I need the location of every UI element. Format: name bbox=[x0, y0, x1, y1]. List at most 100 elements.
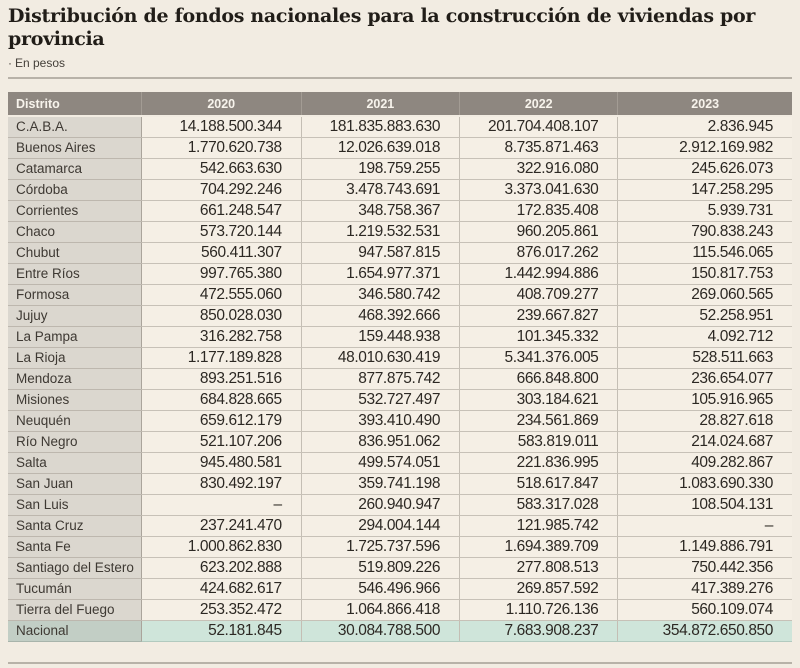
district-cell: San Luis bbox=[8, 494, 142, 516]
value-cell: 408.709.277 bbox=[459, 284, 619, 306]
value-cell: 1.083.690.330 bbox=[617, 473, 792, 495]
district-cell: San Juan bbox=[8, 473, 142, 495]
value-cell: 1.770.620.738 bbox=[141, 137, 302, 159]
value-cell: 893.251.516 bbox=[141, 368, 302, 390]
district-cell: Córdoba bbox=[8, 179, 142, 201]
value-cell: 947.587.815 bbox=[301, 242, 461, 264]
value-cell: 659.612.179 bbox=[141, 410, 302, 432]
bullet-icon: · bbox=[8, 56, 12, 70]
district-cell: Salta bbox=[8, 452, 142, 474]
value-cell: 316.282.758 bbox=[141, 326, 302, 348]
value-cell: 277.808.513 bbox=[459, 557, 619, 579]
value-cell: 542.663.630 bbox=[141, 158, 302, 180]
value-cell: 269.060.565 bbox=[617, 284, 792, 306]
value-cell: 1.177.189.828 bbox=[141, 347, 302, 369]
district-cell: Corrientes bbox=[8, 200, 142, 222]
table-row: Misiones 684.828.665 532.727.497 303.184… bbox=[8, 389, 792, 411]
value-cell: 424.682.617 bbox=[141, 578, 302, 600]
page-title: Distribución de fondos nacionales para l… bbox=[8, 5, 756, 50]
district-cell: Neuquén bbox=[8, 410, 142, 432]
value-cell: – bbox=[617, 515, 792, 537]
district-cell: Santa Cruz bbox=[8, 515, 142, 537]
value-cell: 2.836.945 bbox=[617, 116, 792, 138]
value-cell: 159.448.938 bbox=[301, 326, 461, 348]
value-cell: 583.317.028 bbox=[459, 494, 619, 516]
value-cell: – bbox=[141, 494, 302, 516]
value-cell: 14.188.500.344 bbox=[141, 116, 302, 138]
value-cell: 239.667.827 bbox=[459, 305, 619, 327]
value-cell: 359.741.198 bbox=[301, 473, 461, 495]
total-value-cell: 30.084.788.500 bbox=[301, 620, 461, 642]
value-cell: 236.654.077 bbox=[617, 368, 792, 390]
bottom-rule bbox=[8, 661, 792, 664]
table-row: Entre Ríos 997.765.380 1.654.977.371 1.4… bbox=[8, 263, 792, 285]
value-cell: 214.024.687 bbox=[617, 431, 792, 453]
total-value-cell: 52.181.845 bbox=[141, 620, 302, 642]
value-cell: 48.010.630.419 bbox=[301, 347, 461, 369]
district-cell: Jujuy bbox=[8, 305, 142, 327]
district-cell: Catamarca bbox=[8, 158, 142, 180]
value-cell: 172.835.408 bbox=[459, 200, 619, 222]
value-cell: 52.258.951 bbox=[617, 305, 792, 327]
table-row: Río Negro 521.107.206 836.951.062 583.81… bbox=[8, 431, 792, 453]
table-row: Tucumán 424.682.617 546.496.966 269.857.… bbox=[8, 578, 792, 600]
value-cell: 836.951.062 bbox=[301, 431, 461, 453]
value-cell: 684.828.665 bbox=[141, 389, 302, 411]
value-cell: 245.626.073 bbox=[617, 158, 792, 180]
value-cell: 260.940.947 bbox=[301, 494, 461, 516]
district-cell: Santa Fe bbox=[8, 536, 142, 558]
value-cell: 560.109.074 bbox=[617, 599, 792, 621]
column-header-2022: 2022 bbox=[459, 92, 619, 117]
value-cell: 348.758.367 bbox=[301, 200, 461, 222]
header-row: Distrito 2020 2021 2022 2023 bbox=[8, 92, 792, 117]
table-row: Salta 945.480.581 499.574.051 221.836.99… bbox=[8, 452, 792, 474]
table-header: Distrito 2020 2021 2022 2023 bbox=[8, 92, 792, 117]
value-cell: 201.704.408.107 bbox=[459, 116, 619, 138]
value-cell: 234.561.869 bbox=[459, 410, 619, 432]
table-row: La Pampa 316.282.758 159.448.938 101.345… bbox=[8, 326, 792, 348]
table-row: Santa Cruz 237.241.470 294.004.144 121.9… bbox=[8, 515, 792, 537]
total-row: Nacional 52.181.845 30.084.788.500 7.683… bbox=[8, 620, 792, 642]
value-cell: 546.496.966 bbox=[301, 578, 461, 600]
table-row: Chubut 560.411.307 947.587.815 876.017.2… bbox=[8, 242, 792, 264]
value-cell: 1.219.532.531 bbox=[301, 221, 461, 243]
subtitle: · En pesos bbox=[8, 56, 792, 70]
total-value-cell: 7.683.908.237 bbox=[459, 620, 619, 642]
table-footer: Nacional 52.181.845 30.084.788.500 7.683… bbox=[8, 620, 792, 642]
value-cell: 181.835.883.630 bbox=[301, 116, 461, 138]
district-cell: Mendoza bbox=[8, 368, 142, 390]
table-row: San Luis – 260.940.947 583.317.028 108.5… bbox=[8, 494, 792, 516]
table-row: Córdoba 704.292.246 3.478.743.691 3.373.… bbox=[8, 179, 792, 201]
value-cell: 472.555.060 bbox=[141, 284, 302, 306]
table-row: Catamarca 542.663.630 198.759.255 322.91… bbox=[8, 158, 792, 180]
top-rule bbox=[8, 77, 792, 79]
value-cell: 150.817.753 bbox=[617, 263, 792, 285]
value-cell: 3.478.743.691 bbox=[301, 179, 461, 201]
value-cell: 1.110.726.136 bbox=[459, 599, 619, 621]
table-row: Corrientes 661.248.547 348.758.367 172.8… bbox=[8, 200, 792, 222]
value-cell: 409.282.867 bbox=[617, 452, 792, 474]
district-cell: La Rioja bbox=[8, 347, 142, 369]
subtitle-label: En pesos bbox=[15, 56, 66, 70]
total-value-cell: 354.872.650.850 bbox=[617, 620, 792, 642]
value-cell: 253.352.472 bbox=[141, 599, 302, 621]
column-header-2023: 2023 bbox=[617, 92, 792, 117]
table-row: Santiago del Estero 623.202.888 519.809.… bbox=[8, 557, 792, 579]
table-row: Buenos Aires 1.770.620.738 12.026.639.01… bbox=[8, 137, 792, 159]
value-cell: 115.546.065 bbox=[617, 242, 792, 264]
value-cell: 5.341.376.005 bbox=[459, 347, 619, 369]
value-cell: 877.875.742 bbox=[301, 368, 461, 390]
value-cell: 468.392.666 bbox=[301, 305, 461, 327]
value-cell: 790.838.243 bbox=[617, 221, 792, 243]
value-cell: 12.026.639.018 bbox=[301, 137, 461, 159]
value-cell: 704.292.246 bbox=[141, 179, 302, 201]
table-row: Jujuy 850.028.030 468.392.666 239.667.82… bbox=[8, 305, 792, 327]
value-cell: 393.410.490 bbox=[301, 410, 461, 432]
value-cell: 417.389.276 bbox=[617, 578, 792, 600]
value-cell: 221.836.995 bbox=[459, 452, 619, 474]
value-cell: 8.735.871.463 bbox=[459, 137, 619, 159]
district-cell: Tierra del Fuego bbox=[8, 599, 142, 621]
district-cell: Tucumán bbox=[8, 578, 142, 600]
value-cell: 294.004.144 bbox=[301, 515, 461, 537]
table-row: Tierra del Fuego 253.352.472 1.064.866.4… bbox=[8, 599, 792, 621]
